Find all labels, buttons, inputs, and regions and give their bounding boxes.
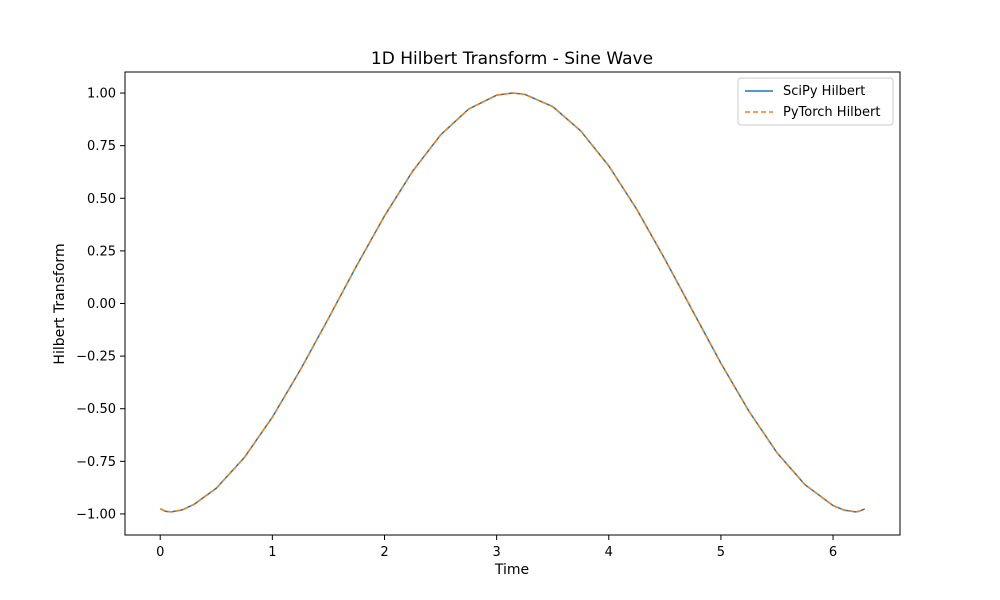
plot-area — [124, 71, 901, 536]
y-axis-label: Hilbert Transform — [52, 243, 68, 364]
legend-box — [737, 77, 894, 126]
x-tick-label: 4 — [605, 545, 613, 560]
x-axis-label: Time — [494, 562, 529, 578]
legend-label-pytorch: PyTorch Hilbert — [783, 105, 881, 120]
y-tick-label: 0.25 — [87, 244, 116, 259]
y-tick-label: −1.00 — [76, 507, 116, 522]
x-tick-label: 0 — [156, 545, 164, 560]
x-tick-label: 6 — [829, 545, 837, 560]
x-tick-label: 5 — [717, 545, 725, 560]
series-lines — [159, 92, 866, 513]
y-tick-label: 0.00 — [87, 297, 116, 312]
y-tick-label: −0.75 — [76, 455, 116, 470]
chart-title: 1D Hilbert Transform - Sine Wave — [371, 49, 653, 69]
legend: SciPy Hilbert PyTorch Hilbert — [737, 77, 894, 126]
y-tick-label: 0.50 — [87, 192, 116, 207]
y-tick-label: 0.75 — [87, 139, 116, 154]
x-tick-label: 2 — [380, 545, 388, 560]
y-tick-label: −0.50 — [76, 402, 116, 417]
x-axis-ticks: 0 1 2 3 4 5 6 — [156, 535, 837, 560]
y-tick-label: −0.25 — [76, 350, 116, 365]
y-axis-ticks: −1.00 −0.75 −0.50 −0.25 0.00 0.25 0.50 0.75 1.00 — [76, 87, 125, 522]
y-tick-label: 1.00 — [87, 87, 116, 102]
series-line-pytorch — [159, 92, 866, 513]
x-tick-label: 3 — [492, 545, 500, 560]
legend-label-scipy: SciPy Hilbert — [783, 84, 865, 99]
plot-frame — [125, 72, 900, 535]
x-tick-label: 1 — [268, 545, 276, 560]
